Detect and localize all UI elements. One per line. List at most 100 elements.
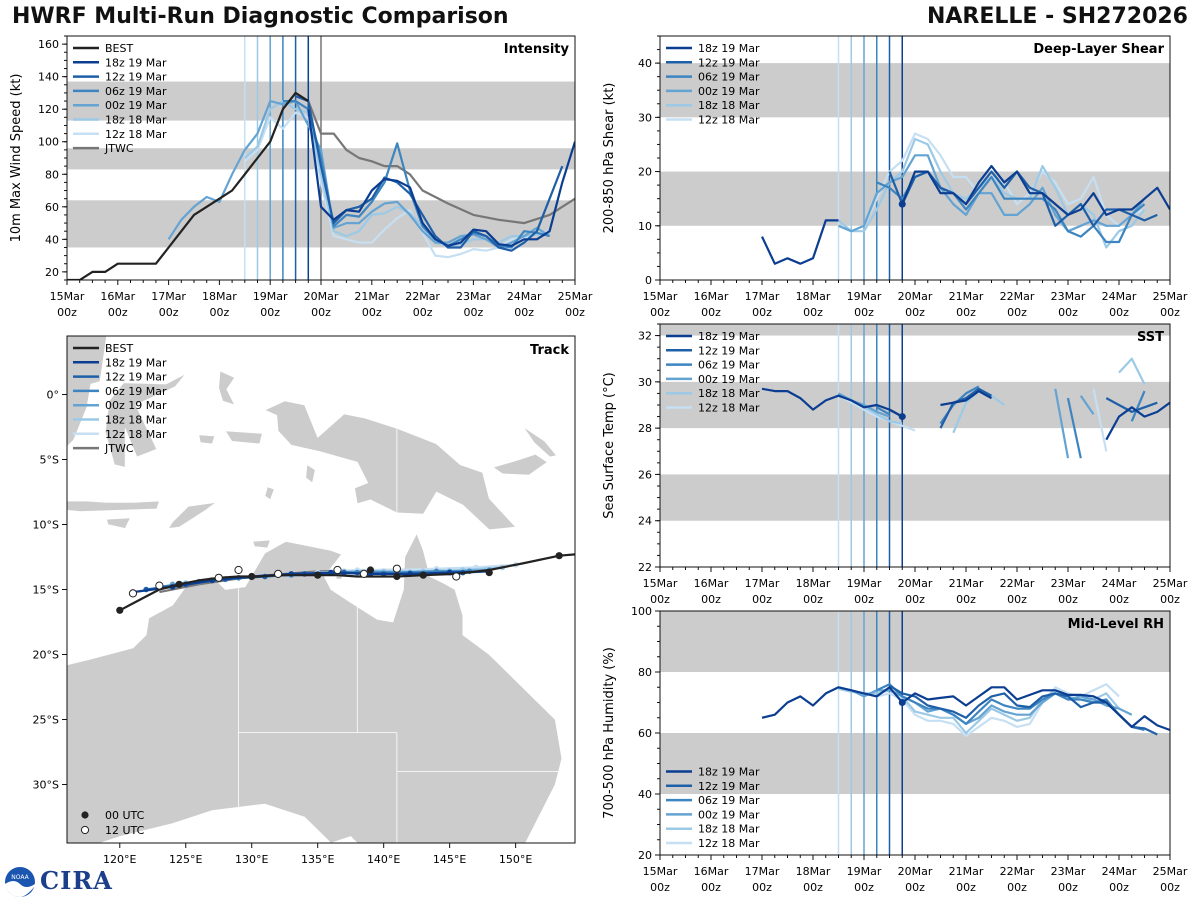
rh-legend-label: 12z 18 Mar bbox=[698, 837, 760, 850]
sst-xtick-sublabel: 00z bbox=[1058, 593, 1078, 606]
rh-xtick-label: 22Mar bbox=[1000, 865, 1035, 878]
track-00utc-marker bbox=[366, 566, 375, 574]
intensity-xtick-sublabel: 00z bbox=[311, 306, 331, 319]
shear-xtick-sublabel: 00z bbox=[650, 306, 670, 319]
page-title: HWRF Multi-Run Diagnostic Comparison bbox=[12, 4, 509, 29]
track-ytick-label: 25°S bbox=[33, 714, 59, 727]
track-xtick-label: 120°E bbox=[103, 853, 136, 866]
rh-xtick-sublabel: 00z bbox=[701, 881, 721, 894]
rh-series-line bbox=[901, 686, 1170, 732]
track-legend-00utc-label: 00 UTC bbox=[105, 809, 145, 822]
track-legend-label: 12z 19 Mar bbox=[105, 371, 167, 384]
intensity-ytick-label: 140 bbox=[38, 71, 59, 84]
intensity-xtick-label: 17Mar bbox=[151, 290, 186, 303]
shear-xtick-label: 16Mar bbox=[694, 290, 729, 303]
intensity-legend-label: 06z 19 Mar bbox=[105, 85, 167, 98]
track-plot-area bbox=[67, 336, 575, 843]
track-12utc-marker bbox=[359, 569, 368, 579]
intensity-series-line bbox=[295, 95, 564, 252]
track-legend-00utc-marker bbox=[81, 811, 89, 819]
rh-legend-label: 00z 19 Mar bbox=[698, 808, 760, 821]
shear-xtick-label: 15Mar bbox=[643, 290, 678, 303]
shear-xtick-sublabel: 00z bbox=[1160, 306, 1180, 319]
shear-xtick-label: 20Mar bbox=[898, 290, 933, 303]
noaa-logo: NOAA bbox=[4, 866, 38, 902]
sst-ylabel: Sea Surface Temp (°C) bbox=[602, 372, 617, 519]
shear-series-line bbox=[901, 165, 1170, 216]
shear-plot-area bbox=[660, 36, 1170, 280]
sst-xtick-sublabel: 00z bbox=[1007, 593, 1027, 606]
intensity-legend-label: 18z 18 Mar bbox=[105, 114, 167, 127]
halmahera-landmass bbox=[218, 370, 236, 406]
shear-xtick-label: 21Mar bbox=[949, 290, 984, 303]
shear-legend-label: 12z 19 Mar bbox=[698, 56, 760, 69]
sst-init-marker bbox=[898, 413, 906, 421]
track-xtick-label: 125°E bbox=[169, 853, 202, 866]
intensity-ytick-label: 20 bbox=[45, 266, 59, 279]
shear-xtick-sublabel: 00z bbox=[854, 306, 874, 319]
track-12utc-marker bbox=[392, 564, 401, 573]
rh-xtick-label: 23Mar bbox=[1051, 865, 1086, 878]
track-12utc-marker bbox=[214, 573, 223, 582]
sst-ytick-label: 24 bbox=[638, 515, 652, 528]
rh-xtick-sublabel: 00z bbox=[1058, 881, 1078, 894]
shear-xtick-sublabel: 00z bbox=[701, 306, 721, 319]
track-xtick-label: 145°E bbox=[433, 853, 466, 866]
track-xtick-label: 130°E bbox=[235, 853, 268, 866]
noaa-badge-text: NOAA bbox=[11, 874, 29, 881]
intensity-ytick-label: 120 bbox=[38, 103, 59, 116]
intensity-xtick-label: 25Mar bbox=[558, 290, 593, 303]
shear-ylabel: 200-850 hPa Shear (kt) bbox=[602, 83, 617, 234]
sst-series-line bbox=[1130, 390, 1146, 422]
track-title: Track bbox=[530, 343, 569, 358]
rh-xtick-label: 15Mar bbox=[643, 865, 678, 878]
track-00utc-marker bbox=[175, 580, 183, 588]
rh-series-line bbox=[838, 686, 1133, 726]
track-12utc-marker bbox=[128, 589, 138, 598]
track-series-point bbox=[328, 569, 334, 576]
sumba-landmass bbox=[106, 517, 131, 529]
rh-plot-area bbox=[660, 611, 1170, 855]
track-00utc-marker bbox=[555, 552, 563, 560]
sst-xtick-label: 20Mar bbox=[898, 577, 933, 590]
intensity-xtick-label: 18Mar bbox=[202, 290, 237, 303]
track-ytick-label: 10°S bbox=[33, 519, 59, 532]
shear-ytick-label: 0 bbox=[645, 274, 652, 287]
track-00utc-marker bbox=[116, 606, 124, 614]
track-ytick-label: 20°S bbox=[33, 649, 59, 662]
rh-xtick-sublabel: 00z bbox=[752, 881, 772, 894]
melville-landmass bbox=[252, 539, 271, 549]
sst-ytick-label: 28 bbox=[638, 422, 652, 435]
intensity-xtick-sublabel: 00z bbox=[210, 306, 230, 319]
sst-xtick-label: 22Mar bbox=[1000, 577, 1035, 590]
sst-series-line bbox=[876, 406, 891, 416]
track-xtick-label: 140°E bbox=[367, 853, 400, 866]
track-legend-label: 18z 18 Mar bbox=[105, 414, 167, 427]
sst-best-line bbox=[761, 387, 903, 418]
rh-title: Mid-Level RH bbox=[1068, 617, 1164, 632]
sst-series-line bbox=[1054, 388, 1070, 459]
sst-series-line bbox=[939, 387, 993, 429]
rh-xtick-sublabel: 00z bbox=[803, 881, 823, 894]
track-legend-label: 12z 18 Mar bbox=[105, 428, 167, 441]
shear-legend-label: 06z 19 Mar bbox=[698, 71, 760, 84]
sst-series-line bbox=[1079, 395, 1095, 415]
sst-xtick-label: 15Mar bbox=[643, 577, 678, 590]
sst-xtick-sublabel: 00z bbox=[905, 593, 925, 606]
sst-legend-label: 12z 19 Mar bbox=[698, 344, 760, 357]
intensity-xtick-label: 20Mar bbox=[304, 290, 339, 303]
rh-ylabel: 700-500 hPa Humidity (%) bbox=[602, 647, 617, 819]
sst-xtick-sublabel: 00z bbox=[701, 593, 721, 606]
rh-best-line bbox=[761, 686, 904, 719]
track-panel: 120°E 125°E 130°E 135°E 140°E 145°E 150°E 0° 5°S… bbox=[33, 335, 576, 866]
shear-ytick-label: 40 bbox=[638, 57, 652, 70]
rh-xtick-sublabel: 00z bbox=[956, 881, 976, 894]
rh-ytick-label: 40 bbox=[638, 788, 652, 801]
track-00utc-marker bbox=[248, 572, 256, 581]
intensity-xtick-sublabel: 00z bbox=[57, 306, 77, 319]
sst-legend-label: 00z 19 Mar bbox=[698, 373, 760, 386]
sst-ytick-label: 26 bbox=[638, 468, 652, 481]
rh-legend-label: 18z 19 Mar bbox=[698, 766, 760, 779]
intensity-series-line bbox=[244, 99, 550, 247]
